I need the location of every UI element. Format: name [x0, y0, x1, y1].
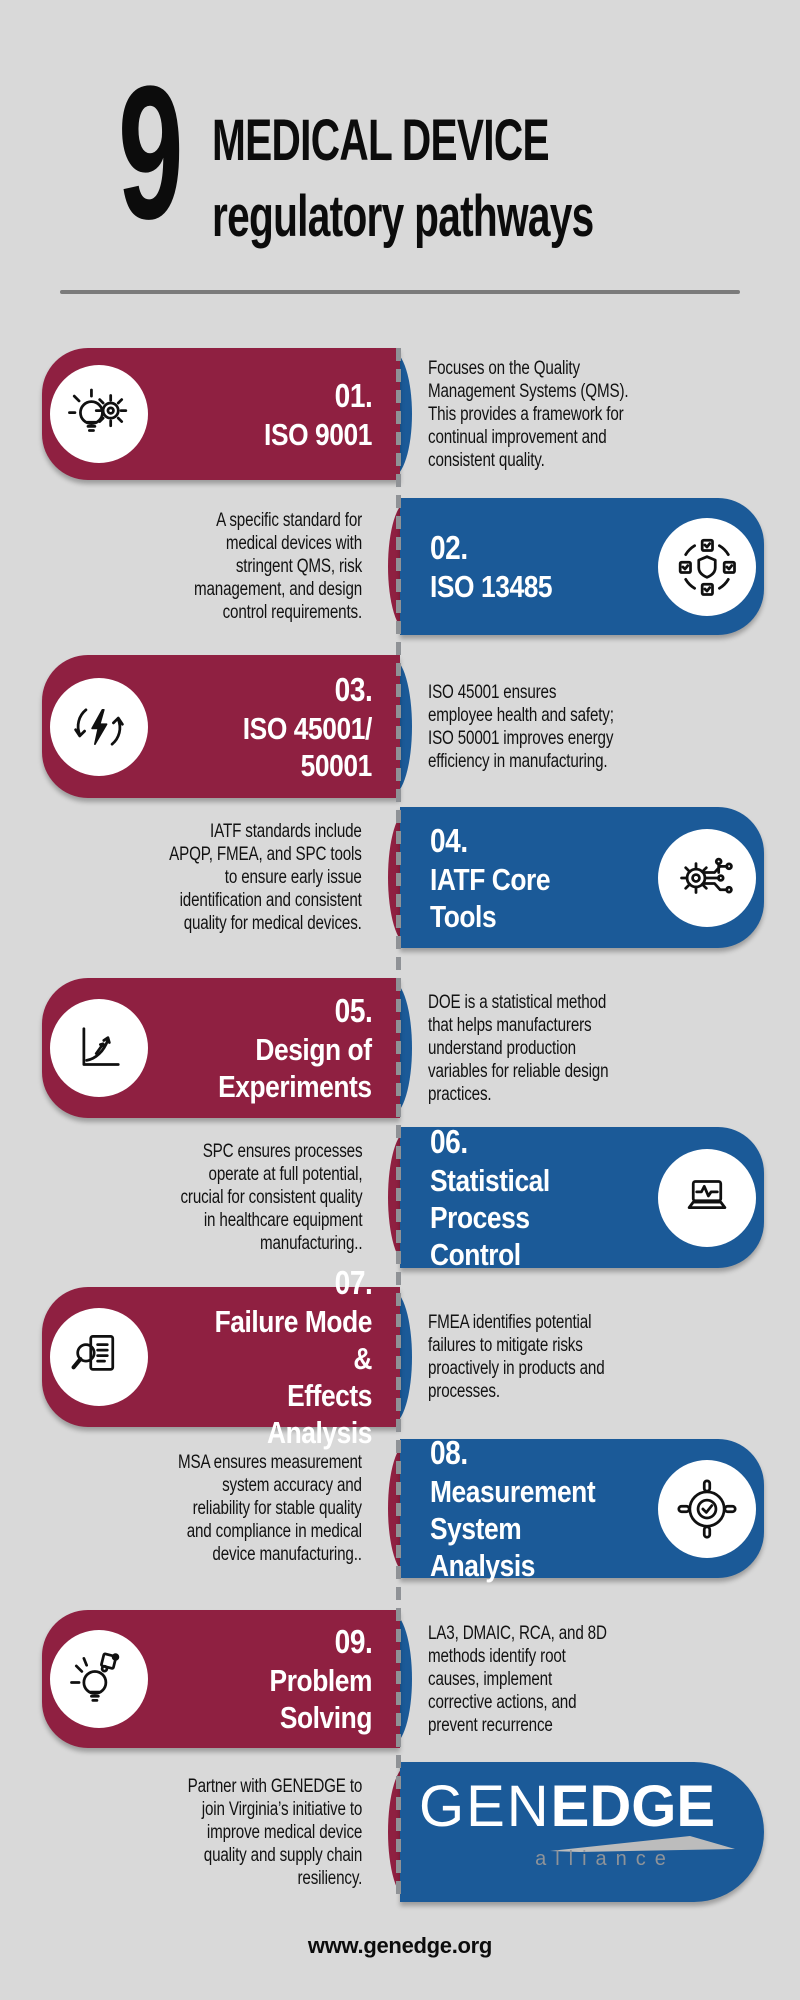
pathway-description: IATF standards include APQP, FMEA, and S… [169, 821, 362, 934]
pathway-number: 03. [334, 670, 372, 708]
pathway-number: 07. [334, 1264, 372, 1301]
pathway-pill: 09. Problem Solving [42, 1610, 400, 1748]
pathway-description-wrap: MSA ensures measurement system accuracy … [132, 1439, 362, 1578]
pathway-number: 09. [334, 1623, 372, 1660]
pathway-description: Focuses on the Quality Management System… [428, 357, 629, 471]
pathway-description: FMEA identifies potential failures to mi… [428, 1312, 605, 1402]
website-url: www.genedge.org [307, 1933, 493, 1958]
pathway-description-wrap: ISO 45001 ensures employee health and sa… [428, 655, 660, 798]
bulb-puzzle-icon [50, 1630, 148, 1728]
pathway-description-wrap: IATF standards include APQP, FMEA, and S… [121, 807, 362, 948]
growth-chart-icon [50, 999, 148, 1097]
pathway-name: ISO 45001/ 50001 [242, 710, 372, 783]
pathway-count: 9 [118, 47, 184, 259]
page-title-line2: regulatory pathways [212, 184, 594, 249]
pathway-row: ISO 45001 ensures employee health and sa… [0, 655, 800, 798]
pathway-name: IATF Core Tools [430, 861, 551, 934]
pathway-name: Failure Mode & Effects Analysis [214, 1304, 373, 1450]
partner-text-wrap: Partner with GENEDGE to join Virginia’s … [144, 1762, 362, 1902]
target-check-icon [658, 1459, 756, 1558]
pathway-number: 05. [334, 992, 372, 1029]
pathway-row: IATF standards include APQP, FMEA, and S… [0, 807, 800, 948]
logo-gen-text: GEN [418, 1774, 551, 1839]
pathway-pill: 08. Measurement System Analysis [400, 1434, 764, 1583]
pathway-name: ISO 9001 [264, 416, 372, 452]
pathway-description-wrap: DOE is a statistical method that helps m… [428, 978, 654, 1118]
pathway-description: MSA ensures measurement system accuracy … [178, 1452, 362, 1565]
pathway-description: LA3, DMAIC, RCA, and 8D methods identify… [428, 1622, 607, 1736]
pathway-row: LA3, DMAIC, RCA, and 8D methods identify… [0, 1610, 800, 1748]
laptop-wave-icon [658, 1148, 756, 1247]
logo-edge-text: EDGE [550, 1774, 716, 1839]
pathway-description-wrap: FMEA identifies potential failures to mi… [428, 1287, 649, 1427]
pathway-name: ISO 13485 [430, 569, 553, 604]
logo-swoosh-shape [550, 1836, 735, 1852]
pathway-pill: 06. Statistical Process Control [400, 1123, 764, 1272]
partner-text: Partner with GENEDGE to join Virginia’s … [187, 1775, 362, 1889]
pathway-row: A specific standard for medical devices … [0, 498, 800, 635]
pathway-pill: 05. Design of Experiments [42, 978, 400, 1118]
pathway-name: Measurement System Analysis [430, 1474, 596, 1583]
genedge-logo: GENEDGE [400, 1778, 734, 1851]
pathway-pill: 04. IATF Core Tools [400, 807, 764, 948]
gear-circuit-icon [658, 828, 756, 927]
pathway-description: SPC ensures processes operate at full po… [180, 1141, 362, 1254]
pathway-description: A specific standard for medical devices … [193, 510, 362, 623]
pathway-description: DOE is a statistical method that helps m… [428, 991, 609, 1105]
pathway-pill: 03. ISO 45001/ 50001 [42, 655, 400, 798]
pathway-pill: 07. Failure Mode & Effects Analysis [42, 1264, 400, 1450]
energy-refresh-icon [50, 677, 148, 776]
page-title-line1: MEDICAL DEVICE [212, 108, 550, 173]
pathway-description-wrap: SPC ensures processes operate at full po… [135, 1127, 362, 1268]
bulb-gear-icon [50, 365, 148, 463]
pathway-name: Statistical Process Control [430, 1163, 550, 1272]
shield-checks-icon [658, 517, 756, 616]
pathway-number: 08. [430, 1434, 468, 1471]
pathway-description: ISO 45001 ensures employee health and sa… [428, 681, 614, 772]
logo-alliance-text: alliance [535, 1848, 675, 1870]
pathway-pill: 02. ISO 13485 [400, 498, 764, 635]
timeline-dashed-spine [396, 348, 401, 1902]
pathway-description-wrap: A specific standard for medical devices … [152, 498, 362, 635]
pathway-number: 01. [334, 376, 372, 414]
pathway-name: Problem Solving [269, 1663, 373, 1735]
pathway-number: 04. [430, 821, 468, 859]
pathway-pill: 01. ISO 9001 [42, 348, 400, 480]
header-divider [60, 290, 740, 294]
doc-magnifier-icon [50, 1308, 148, 1406]
pathway-name: Design of Experiments [218, 1032, 373, 1104]
genedge-logo-pill: GENEDGE alliance [400, 1762, 764, 1902]
pathway-row: Focuses on the Quality Management System… [0, 348, 800, 480]
pathway-description-wrap: Focuses on the Quality Management System… [428, 348, 679, 480]
pathway-number: 02. [430, 529, 468, 566]
pathway-description-wrap: LA3, DMAIC, RCA, and 8D methods identify… [428, 1610, 651, 1748]
pathway-number: 06. [430, 1123, 468, 1160]
